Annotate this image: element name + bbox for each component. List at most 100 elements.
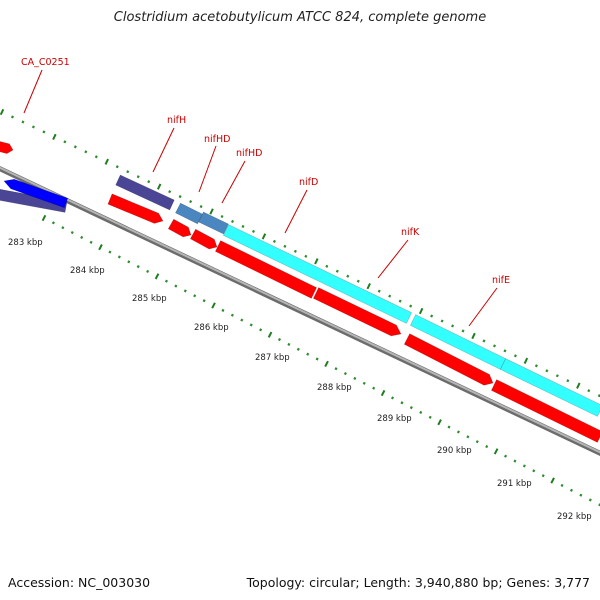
cds-red-5[interactable] (312, 287, 402, 337)
scale-labels: 283 kbp 284 kbp 285 kbp 286 kbp 287 kbp 288 k… (8, 238, 592, 522)
gene-label-nifk[interactable]: nifK (401, 227, 420, 238)
gene-label-nifd[interactable]: nifD (299, 177, 318, 188)
cds-red-left-edge[interactable] (0, 139, 14, 154)
inner-minor-tick (287, 342, 291, 346)
inner-minor-tick (183, 289, 187, 293)
cds-nifhd-2[interactable] (198, 211, 229, 235)
inner-minor-tick (221, 308, 225, 312)
genome-backbone (0, 165, 600, 457)
callout-line-nifh (152, 127, 175, 173)
outer-minor-tick (73, 145, 77, 149)
gene-label-nifh[interactable]: nifH (167, 115, 186, 126)
outer-tick-track (0, 108, 600, 398)
outer-minor-tick (42, 130, 46, 134)
outer-minor-tick (451, 324, 455, 328)
backbone-highlight (0, 166, 600, 454)
inner-minor-tick (532, 469, 536, 473)
cds-nifd-nifk[interactable] (222, 224, 413, 324)
cds-nife-b[interactable] (499, 358, 600, 417)
outer-major-tick (209, 208, 214, 215)
gene-label-nifhd_2[interactable]: nifHD (236, 148, 262, 159)
outer-minor-tick (346, 274, 350, 278)
outer-major-tick (523, 357, 529, 364)
cds-nifhd-1[interactable] (175, 202, 203, 225)
outer-minor-tick (566, 379, 570, 383)
gene-label-nife[interactable]: nifE (492, 275, 510, 286)
gene-label-nifhd_1[interactable]: nifHD (204, 134, 230, 145)
cds-red-1[interactable] (107, 193, 164, 224)
feature-track (0, 139, 600, 443)
callout-line-nifk (377, 239, 409, 279)
scale-label: 285 kbp (132, 294, 167, 304)
outer-minor-tick (440, 319, 444, 323)
cds-red-3[interactable] (189, 228, 218, 250)
outer-minor-tick (430, 314, 434, 318)
cds-red-2[interactable] (167, 218, 192, 238)
cds-red-6[interactable] (403, 333, 494, 386)
inner-minor-tick (353, 376, 357, 381)
inner-minor-tick (259, 328, 263, 332)
inner-minor-tick (541, 474, 545, 478)
inner-minor-tick (306, 352, 310, 356)
outer-minor-tick (293, 249, 297, 253)
inner-minor-tick (230, 313, 234, 317)
outer-major-tick (261, 233, 267, 240)
callout-line-nifhd_2 (221, 160, 246, 204)
scale-label: 291 kbp (497, 479, 532, 489)
inner-minor-tick (372, 386, 376, 390)
inner-major-tick (267, 331, 273, 338)
inner-minor-tick (400, 401, 404, 405)
outer-major-tick (156, 183, 162, 190)
outer-major-tick (104, 158, 109, 165)
cds-red-4[interactable] (215, 240, 317, 299)
cds-nifh[interactable] (115, 174, 175, 211)
scale-label: 292 kbp (557, 512, 592, 522)
map-title: Clostridium acetobutylicum ATCC 824, com… (113, 10, 487, 25)
outer-major-tick (576, 382, 581, 389)
outer-minor-tick (534, 364, 538, 368)
inner-minor-tick (475, 440, 479, 444)
outer-major-tick (366, 283, 371, 290)
cds-red-7[interactable] (491, 379, 600, 443)
callout-line-nife (468, 287, 498, 327)
inner-major-tick (493, 448, 499, 455)
cds-blue-left[interactable] (3, 178, 69, 209)
inner-minor-tick (202, 299, 206, 303)
inner-tick-track (41, 214, 600, 507)
outer-minor-tick (63, 140, 67, 144)
inner-minor-tick (277, 337, 282, 342)
inner-major-tick (437, 419, 442, 426)
outer-major-tick (471, 332, 476, 340)
outer-minor-tick (482, 339, 486, 343)
inner-minor-tick (362, 381, 366, 385)
scale-label: 289 kbp (377, 414, 412, 424)
inner-minor-tick (315, 357, 319, 361)
inner-major-tick (41, 214, 47, 222)
inner-minor-tick (51, 221, 55, 225)
scale-label: 287 kbp (255, 353, 290, 363)
inner-minor-tick (569, 488, 574, 492)
outer-major-tick (52, 133, 57, 141)
cds-slate-left-lower[interactable] (0, 188, 68, 213)
inner-minor-tick (136, 265, 140, 269)
outer-minor-tick (10, 115, 14, 119)
inner-minor-tick (334, 367, 338, 371)
outer-minor-tick (587, 389, 591, 393)
outer-minor-tick (513, 354, 517, 358)
scale-label: 286 kbp (194, 323, 229, 333)
scale-label: 290 kbp (437, 446, 472, 456)
scale-label: 284 kbp (70, 266, 105, 276)
gene-label-ca_c0251[interactable]: CA_C0251 (21, 57, 70, 68)
inner-minor-tick (108, 250, 112, 254)
outer-minor-tick (21, 120, 25, 124)
inner-minor-tick (296, 347, 300, 351)
inner-minor-tick (390, 396, 395, 400)
inner-major-tick (211, 302, 216, 309)
outer-minor-tick (115, 165, 119, 169)
inner-minor-tick (456, 430, 460, 434)
inner-minor-tick (447, 425, 451, 429)
outer-minor-tick (492, 344, 496, 348)
outer-major-tick (314, 258, 319, 265)
outer-minor-tick (94, 155, 98, 159)
